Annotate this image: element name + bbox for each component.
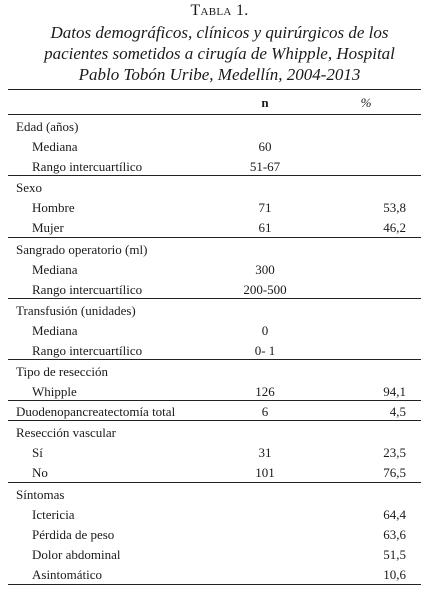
caption-line: Datos demográficos, clínicos y quirúrgic… (50, 23, 389, 42)
row-label: Mediana (32, 323, 78, 338)
section-rule (8, 359, 421, 360)
row-label: Asintomático (32, 567, 103, 582)
row-n-value: 6 (261, 404, 269, 419)
section-rule (8, 420, 421, 421)
row-n-value: 200-500 (243, 282, 287, 297)
row-n-value: 61 (258, 220, 272, 235)
row-n-value: 51-67 (249, 159, 281, 174)
table-row: Pérdida de peso 63,6 (8, 525, 421, 545)
table-row: Transfusión (unidades) (8, 301, 421, 321)
row-label: Rango intercuartílico (32, 282, 143, 297)
row-pct-value: 53,8 (383, 200, 406, 215)
caption-line: pacientes sometidos a cirugía de Whipple… (44, 44, 395, 63)
row-label: Resección vascular (16, 425, 116, 440)
row-label: Dolor abdominal (32, 547, 121, 562)
row-label: Tipo de resección (16, 364, 108, 379)
table-row: Sí 31 23,5 (8, 443, 421, 463)
row-label: Pérdida de peso (32, 527, 115, 542)
row-n-value: 71 (258, 200, 272, 215)
table-row: Sangrado operatorio (ml) (8, 240, 421, 260)
row-pct-value: 10,6 (383, 567, 406, 582)
table-row: Asintomático 10,6 (8, 565, 421, 585)
table-row: Ictericia 64,4 (8, 505, 421, 525)
table-row: Rango intercuartílico 200-500 (8, 280, 421, 300)
row-label: Transfusión (unidades) (16, 303, 136, 318)
table-row: Hombre 71 53,8 (8, 198, 421, 218)
table-row: Mediana 300 (8, 260, 421, 280)
table-row: Mediana 60 (8, 137, 421, 157)
table-caption: Datos demográficos, clínicos y quirúrgic… (6, 22, 433, 85)
row-label: Sí (32, 445, 43, 460)
row-pct-value: 76,5 (383, 465, 406, 480)
row-pct-value: 63,6 (383, 527, 406, 542)
column-header-pct: % (360, 95, 372, 110)
table-row: Síntomas (8, 485, 421, 505)
row-label: Whipple (32, 384, 77, 399)
row-label: Rango intercuartílico (32, 159, 143, 174)
header-rule (8, 114, 421, 115)
row-label: No (32, 465, 48, 480)
table-row: Mediana 0 (8, 321, 421, 341)
row-label: Sexo (16, 180, 42, 195)
caption-line: Pablo Tobón Uribe, Medellín, 2004-2013 (78, 65, 361, 84)
row-label: Hombre (32, 200, 75, 215)
row-label: Mediana (32, 262, 78, 277)
table-row: Whipple 126 94,1 (8, 382, 421, 402)
section-rule (8, 237, 421, 238)
row-n-value: 126 (255, 384, 275, 399)
row-label: Síntomas (16, 487, 65, 502)
section-rule (8, 400, 421, 401)
table-row: Tipo de resección (8, 362, 421, 382)
table-row: Resección vascular (8, 423, 421, 443)
row-n-value: 0 (261, 323, 269, 338)
section-rule (8, 482, 421, 483)
row-pct-value: 4,5 (389, 404, 406, 419)
row-label: Mediana (32, 139, 78, 154)
table-row: Dolor abdominal 51,5 (8, 545, 421, 565)
row-pct-value: 51,5 (383, 547, 406, 562)
row-label: Rango intercuartílico (32, 343, 143, 358)
table-row: No 101 76,5 (8, 463, 421, 483)
row-pct-value: 94,1 (383, 384, 406, 399)
table-row: Rango intercuartílico 51-67 (8, 157, 421, 177)
table-row: Edad (años) (8, 117, 421, 137)
table-row: Rango intercuartílico 0- 1 (8, 341, 421, 361)
row-n-value: 101 (255, 465, 275, 480)
table-label: Tabla 1. (190, 2, 249, 19)
table-row: Mujer 61 46,2 (8, 218, 421, 238)
table-row: Duodenopancreatectomía total 6 4,5 (8, 402, 421, 422)
row-n-value: 300 (255, 262, 275, 277)
row-pct-value: 46,2 (383, 220, 406, 235)
row-n-value: 60 (258, 139, 272, 154)
section-rule (8, 298, 421, 299)
row-n-value: 0- 1 (254, 343, 276, 358)
table-row: Sexo (8, 178, 421, 198)
section-rule (8, 175, 421, 176)
row-n-value: 31 (258, 445, 272, 460)
row-label: Edad (años) (16, 119, 79, 134)
row-pct-value: 64,4 (383, 507, 406, 522)
table-header: n % (8, 93, 421, 113)
row-label: Duodenopancreatectomía total (16, 404, 176, 419)
table-bottom-rule (8, 584, 421, 585)
column-header-n: n (261, 95, 269, 110)
row-pct-value: 23,5 (383, 445, 406, 460)
row-label: Ictericia (32, 507, 75, 522)
table-top-rule (8, 89, 421, 90)
row-label: Sangrado operatorio (ml) (16, 242, 148, 257)
row-label: Mujer (32, 220, 64, 235)
